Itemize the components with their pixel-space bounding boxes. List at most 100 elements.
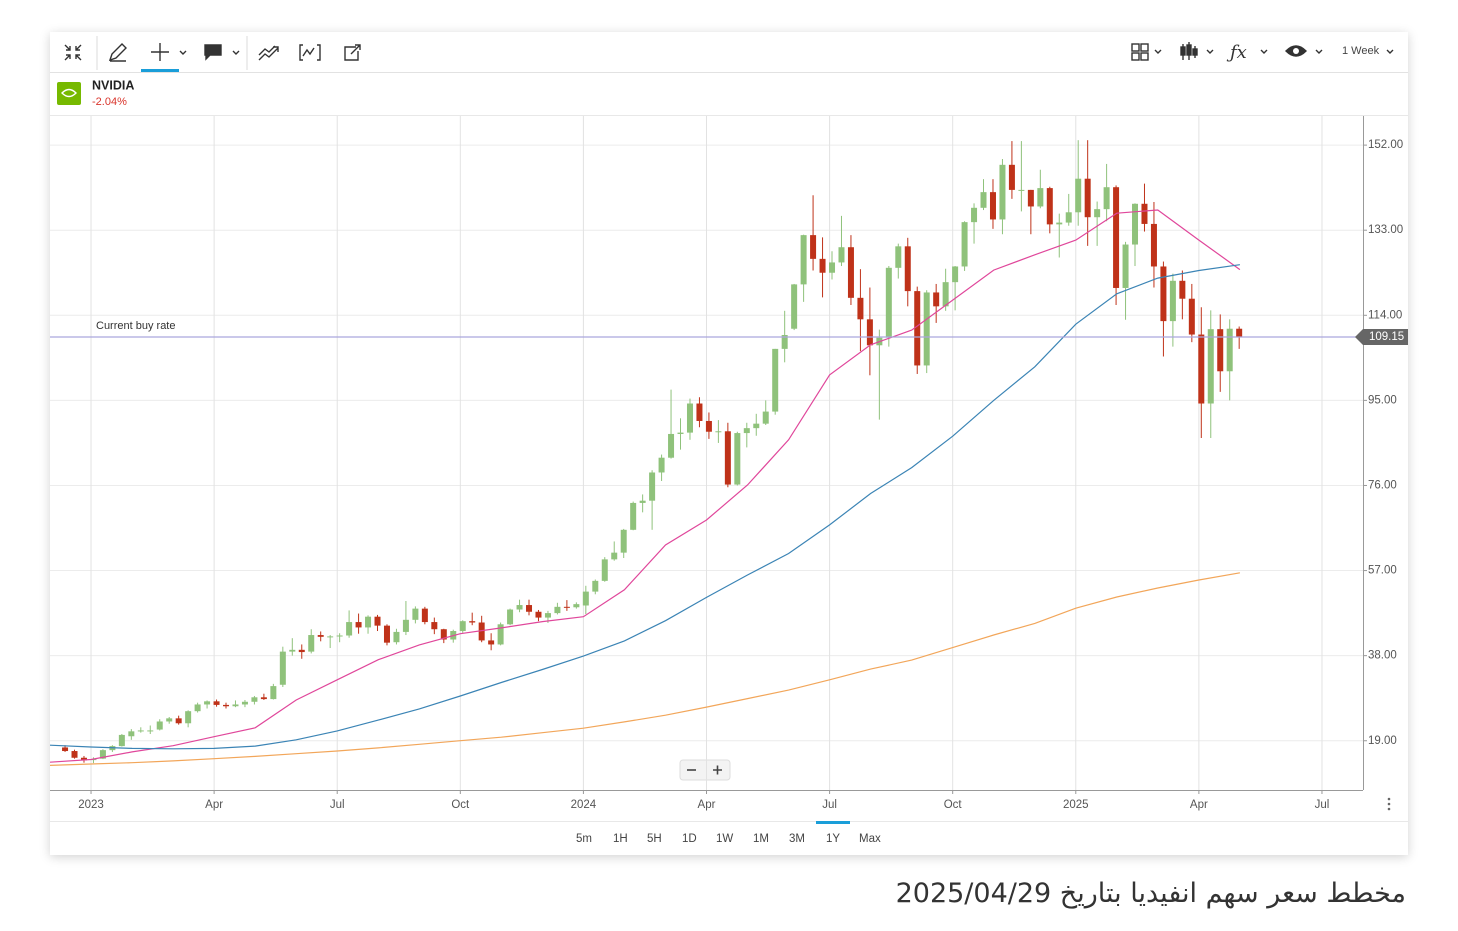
y-tick-label: 152.00 — [1368, 139, 1403, 151]
timeframe-button[interactable]: 5m — [576, 833, 592, 845]
comment-icon[interactable] — [204, 44, 222, 61]
timeframe-button[interactable]: 5H — [647, 833, 662, 845]
candle-body — [137, 730, 144, 732]
chevron[interactable] — [232, 50, 240, 55]
candle-body — [308, 635, 315, 652]
eye-icon[interactable] — [1285, 45, 1307, 57]
candle-body — [1037, 188, 1044, 207]
caption: مخطط سعر سهم انفيديا بتاريخ 2025/04/29 — [895, 878, 1406, 909]
candle-body — [1160, 266, 1167, 322]
candle-body — [1103, 187, 1110, 210]
candle-body — [592, 580, 599, 592]
indicator-icon[interactable] — [299, 44, 321, 61]
candle-body — [1113, 187, 1120, 288]
candle-body — [488, 640, 495, 645]
share-icon[interactable] — [344, 44, 361, 61]
zoom-in[interactable] — [713, 765, 722, 775]
candle-body — [847, 247, 854, 298]
candle-body — [819, 258, 826, 273]
candle-body — [933, 292, 940, 307]
candle-body — [478, 622, 485, 641]
candle-body — [128, 731, 135, 737]
chevron[interactable] — [1315, 49, 1323, 54]
candle-body — [904, 246, 911, 292]
candle-body — [1236, 328, 1243, 338]
candle-body — [800, 235, 807, 285]
candle-body — [639, 500, 646, 503]
draw-icon[interactable] — [108, 43, 127, 62]
candle-body — [601, 559, 608, 581]
candle-body — [80, 757, 87, 761]
logo-mark — [61, 88, 77, 98]
x-tick-label: Jul — [822, 799, 837, 811]
chevron[interactable] — [1386, 49, 1394, 54]
candle-body — [980, 192, 987, 208]
chart-type-icon[interactable] — [1180, 42, 1198, 60]
candle-body — [241, 701, 248, 705]
candle-body — [686, 403, 693, 433]
candle-body — [554, 606, 561, 614]
trend-icon[interactable] — [258, 45, 279, 61]
chevron[interactable] — [1260, 49, 1268, 54]
timeframe-button[interactable]: 1W — [716, 833, 734, 845]
candle-body — [317, 635, 324, 637]
zoom-box — [679, 759, 731, 781]
candle-body — [952, 266, 959, 283]
candle-body — [999, 164, 1006, 220]
candle-body — [715, 431, 722, 433]
candle-body — [355, 622, 362, 628]
candle-body — [213, 701, 220, 705]
timeframe-button[interactable]: Max — [859, 833, 881, 845]
candle-body — [989, 192, 996, 220]
candle-body — [838, 247, 845, 263]
interval-label[interactable]: 1 Week — [1342, 45, 1380, 57]
x-tick-label: Jul — [330, 799, 345, 811]
candle-body — [1084, 178, 1091, 218]
timeframe-button[interactable]: 1D — [682, 833, 697, 845]
timeframe-button[interactable]: 1Y — [816, 821, 851, 845]
reference-label: Current buy rate — [96, 320, 175, 332]
crosshair-icon[interactable] — [151, 43, 169, 61]
x-tick-label: Apr — [698, 799, 716, 811]
candle-body — [412, 608, 419, 620]
candle-body — [1141, 203, 1148, 224]
candle-body — [194, 704, 201, 712]
candle-body — [270, 686, 277, 700]
candle-body — [895, 246, 902, 268]
candle-body — [677, 432, 684, 434]
y-tick-label: 133.00 — [1368, 224, 1403, 236]
candle-body — [346, 622, 353, 636]
instrument-logo — [57, 82, 81, 105]
chevron[interactable] — [1206, 49, 1214, 54]
candle-body — [279, 651, 286, 685]
collapse-icon[interactable] — [64, 44, 82, 61]
chevron[interactable] — [1154, 49, 1162, 54]
candle-body — [185, 711, 192, 724]
y-tick-label: 38.00 — [1368, 650, 1397, 662]
candle-body — [469, 621, 476, 623]
candle-body — [374, 616, 381, 626]
candle-body — [582, 591, 589, 606]
price-tag-label: 109.15 — [1369, 331, 1404, 343]
more-icon[interactable] — [1387, 797, 1391, 811]
candle-body — [431, 622, 438, 630]
y-tick-label: 114.00 — [1368, 309, 1402, 321]
timeframe-button[interactable]: 1H — [613, 833, 628, 845]
candle-body — [1094, 209, 1101, 218]
candle-body — [459, 621, 466, 632]
candle-body — [1150, 223, 1157, 267]
candle-body — [251, 697, 258, 702]
candle-body — [923, 292, 930, 366]
timeframe-button[interactable]: 3M — [789, 833, 805, 845]
timeframe-button[interactable]: 1M — [753, 833, 769, 845]
candle-body — [260, 697, 267, 700]
layout-icon[interactable] — [1131, 43, 1149, 61]
y-tick-label: 76.00 — [1368, 479, 1397, 491]
candle-body — [1075, 178, 1082, 213]
candle-body — [1018, 189, 1025, 191]
candle-body — [1188, 298, 1195, 335]
fx-icon[interactable]: ƒx — [1226, 42, 1247, 63]
chevron[interactable] — [179, 50, 187, 55]
candle-body — [156, 721, 163, 730]
